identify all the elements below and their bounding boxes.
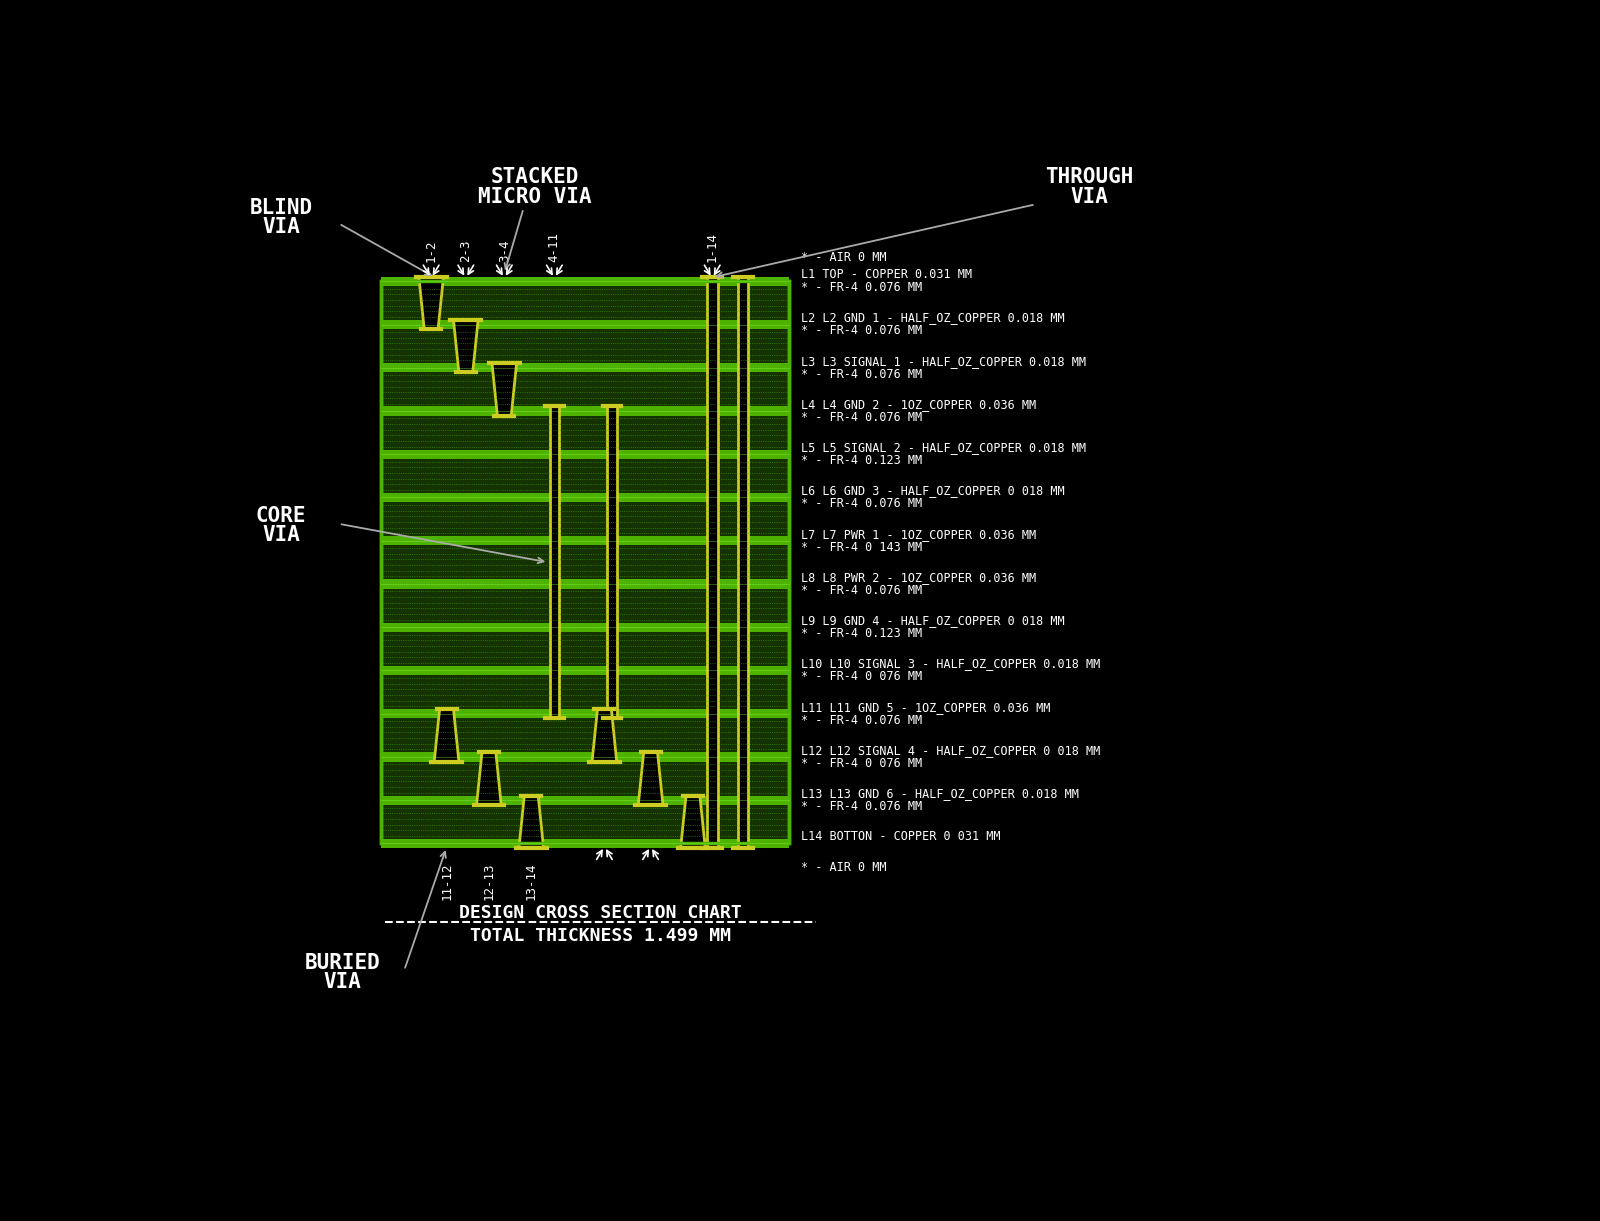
Text: 12-13: 12-13 <box>483 862 496 900</box>
Text: L6 L6 GND 3 - HALF_OZ_COPPER 0 018 MM: L6 L6 GND 3 - HALF_OZ_COPPER 0 018 MM <box>800 485 1064 497</box>
Bar <box>381 502 789 536</box>
Text: L11 L11 GND 5 - 1OZ_COPPER 0.036 MM: L11 L11 GND 5 - 1OZ_COPPER 0.036 MM <box>800 701 1050 713</box>
Text: * - FR-4 0.076 MM: * - FR-4 0.076 MM <box>800 713 922 726</box>
Text: L1 TOP - COPPER 0.031 MM: L1 TOP - COPPER 0.031 MM <box>800 269 971 281</box>
Text: * - FR-4 0.123 MM: * - FR-4 0.123 MM <box>800 628 922 640</box>
Polygon shape <box>680 796 706 849</box>
Text: L5 L5 SIGNAL 2 - HALF_OZ_COPPER 0.018 MM: L5 L5 SIGNAL 2 - HALF_OZ_COPPER 0.018 MM <box>800 441 1086 454</box>
Text: 2-3: 2-3 <box>459 239 472 263</box>
Text: L2 L2 GND 1 - HALF_OZ_COPPER 0.018 MM: L2 L2 GND 1 - HALF_OZ_COPPER 0.018 MM <box>800 311 1064 325</box>
Bar <box>381 407 789 415</box>
Text: VIA: VIA <box>1070 187 1109 206</box>
Text: * - FR-4 0.076 MM: * - FR-4 0.076 MM <box>800 411 922 424</box>
Bar <box>550 407 558 718</box>
Text: VIA: VIA <box>262 217 299 237</box>
Bar <box>381 718 789 752</box>
Polygon shape <box>453 320 478 372</box>
Bar <box>738 277 749 849</box>
Bar <box>381 675 789 709</box>
Bar <box>381 762 789 796</box>
Text: MICRO VIA: MICRO VIA <box>478 187 592 206</box>
Text: TOTAL THICKNESS 1.499 MM: TOTAL THICKNESS 1.499 MM <box>470 927 731 945</box>
Text: L10 L10 SIGNAL 3 - HALF_OZ_COPPER 0.018 MM: L10 L10 SIGNAL 3 - HALF_OZ_COPPER 0.018 … <box>800 657 1101 670</box>
Bar <box>381 665 789 675</box>
Bar <box>381 320 789 330</box>
Bar <box>381 330 789 363</box>
Text: * - FR-4 0.076 MM: * - FR-4 0.076 MM <box>800 584 922 597</box>
Bar <box>381 839 789 849</box>
Text: DESIGN CROSS SECTION CHART: DESIGN CROSS SECTION CHART <box>459 904 742 922</box>
Text: BLIND: BLIND <box>250 198 312 219</box>
Polygon shape <box>638 752 662 805</box>
Text: CORE: CORE <box>256 507 306 526</box>
Text: * - FR-4 0 076 MM: * - FR-4 0 076 MM <box>800 670 922 684</box>
Bar <box>381 459 789 493</box>
Bar <box>707 277 717 849</box>
Text: L9 L9 GND 4 - HALF_OZ_COPPER 0 018 MM: L9 L9 GND 4 - HALF_OZ_COPPER 0 018 MM <box>800 614 1064 628</box>
Text: * - AIR 0 MM: * - AIR 0 MM <box>800 861 886 874</box>
Bar <box>381 281 789 844</box>
Text: VIA: VIA <box>262 525 299 546</box>
Bar <box>381 631 789 665</box>
Text: STACKED: STACKED <box>491 167 579 187</box>
Text: * - FR-4 0.076 MM: * - FR-4 0.076 MM <box>800 368 922 381</box>
Bar <box>381 281 789 844</box>
Text: * - FR-4 0.076 MM: * - FR-4 0.076 MM <box>800 800 922 813</box>
Polygon shape <box>491 363 517 415</box>
Text: * - FR-4 0 143 MM: * - FR-4 0 143 MM <box>800 541 922 553</box>
Text: L14 BOTTON - COPPER 0 031 MM: L14 BOTTON - COPPER 0 031 MM <box>800 830 1000 844</box>
Text: * - FR-4 0.076 MM: * - FR-4 0.076 MM <box>800 497 922 510</box>
Bar <box>381 579 789 589</box>
Bar <box>381 449 789 459</box>
Polygon shape <box>592 709 616 762</box>
Text: 11-12: 11-12 <box>440 862 453 900</box>
Bar <box>381 363 789 372</box>
Polygon shape <box>434 709 459 762</box>
Bar <box>608 407 616 718</box>
Text: 13-14: 13-14 <box>525 862 538 900</box>
Bar <box>381 277 789 286</box>
Bar <box>381 752 789 762</box>
Bar <box>381 415 789 449</box>
Text: BURIED: BURIED <box>304 952 381 973</box>
Text: THROUGH: THROUGH <box>1045 167 1134 187</box>
Bar <box>381 709 789 718</box>
Bar <box>381 493 789 502</box>
Bar <box>381 805 789 839</box>
Text: L12 L12 SIGNAL 4 - HALF_OZ_COPPER 0 018 MM: L12 L12 SIGNAL 4 - HALF_OZ_COPPER 0 018 … <box>800 744 1101 757</box>
Bar <box>381 281 789 844</box>
Polygon shape <box>477 752 501 805</box>
Text: L4 L4 GND 2 - 1OZ_COPPER 0.036 MM: L4 L4 GND 2 - 1OZ_COPPER 0.036 MM <box>800 398 1035 411</box>
Text: L13 L13 GND 6 - HALF_OZ_COPPER 0.018 MM: L13 L13 GND 6 - HALF_OZ_COPPER 0.018 MM <box>800 788 1078 800</box>
Polygon shape <box>419 277 443 330</box>
Text: L7 L7 PWR 1 - 1OZ_COPPER 0.036 MM: L7 L7 PWR 1 - 1OZ_COPPER 0.036 MM <box>800 527 1035 541</box>
Text: VIA: VIA <box>323 972 362 991</box>
Bar <box>381 536 789 546</box>
Bar <box>381 623 789 631</box>
Text: 4-11: 4-11 <box>547 232 562 263</box>
Bar <box>381 546 789 579</box>
Bar <box>381 796 789 805</box>
Text: * - AIR 0 MM: * - AIR 0 MM <box>800 252 886 264</box>
Text: L3 L3 SIGNAL 1 - HALF_OZ_COPPER 0.018 MM: L3 L3 SIGNAL 1 - HALF_OZ_COPPER 0.018 MM <box>800 355 1086 368</box>
Text: 3-4: 3-4 <box>498 239 510 263</box>
Bar <box>381 286 789 320</box>
Text: * - FR-4 0.076 MM: * - FR-4 0.076 MM <box>800 325 922 337</box>
Text: * - FR-4 0.123 MM: * - FR-4 0.123 MM <box>800 454 922 468</box>
Text: 1-14: 1-14 <box>706 232 718 263</box>
Text: 1-2: 1-2 <box>424 239 438 263</box>
Bar <box>381 372 789 407</box>
Polygon shape <box>518 796 544 849</box>
Text: * - FR-4 0 076 MM: * - FR-4 0 076 MM <box>800 757 922 770</box>
Text: L8 L8 PWR 2 - 1OZ_COPPER 0.036 MM: L8 L8 PWR 2 - 1OZ_COPPER 0.036 MM <box>800 571 1035 584</box>
Bar <box>381 589 789 623</box>
Text: * - FR-4 0.076 MM: * - FR-4 0.076 MM <box>800 281 922 294</box>
